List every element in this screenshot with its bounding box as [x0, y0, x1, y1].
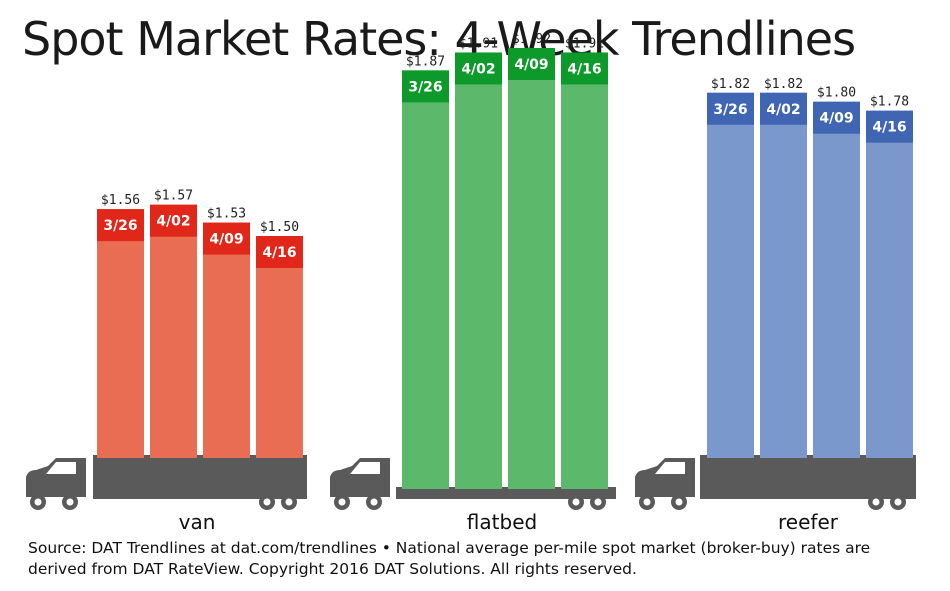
bar-van-0	[97, 209, 144, 458]
bar-reefer-3	[866, 110, 913, 459]
bar-cap-flatbed-1	[455, 52, 502, 85]
chart-title: Spot Market Rates: 4-Week Trendlines	[22, 12, 856, 66]
truck-hubcap-reefer-3	[894, 498, 902, 506]
trailer-body-reefer	[700, 455, 916, 497]
bar-van-1	[150, 204, 197, 458]
value-label-van-1: $1.57	[154, 189, 193, 204]
week-label-van-1: 4/02	[156, 214, 190, 230]
bar-cap-flatbed-2	[508, 48, 555, 80]
bar-flatbed-1	[455, 52, 502, 489]
trailer-rail-flatbed	[396, 494, 616, 499]
value-label-reefer-1: $1.82	[764, 77, 803, 92]
bar-cap-reefer-0	[707, 92, 754, 125]
truck-hubcap-flatbed-3	[594, 498, 602, 506]
trailer-rail-van	[93, 494, 307, 499]
truck-hubcap-van-1	[66, 498, 74, 506]
bar-reefer-1	[760, 92, 807, 458]
value-label-flatbed-2: $1.92	[512, 32, 551, 47]
bar-cap-flatbed-3	[561, 52, 608, 85]
week-label-flatbed-3: 4/16	[567, 61, 601, 77]
value-label-flatbed-0: $1.87	[406, 54, 445, 69]
category-label-flatbed: flatbed	[467, 510, 537, 534]
bar-cap-flatbed-0	[402, 70, 449, 103]
category-label-van: van	[179, 510, 216, 534]
week-label-reefer-1: 4/02	[766, 102, 800, 118]
truck-window-flatbed	[350, 462, 380, 474]
week-label-van-0: 3/26	[103, 218, 137, 234]
week-label-reefer-2: 4/09	[819, 111, 853, 127]
bar-van-2	[203, 222, 250, 458]
value-label-van-0: $1.56	[101, 193, 140, 208]
truck-hubcap-reefer-1	[675, 498, 683, 506]
bar-reefer-2	[813, 101, 860, 458]
week-label-flatbed-1: 4/02	[461, 61, 495, 77]
bar-flatbed-2	[508, 48, 555, 489]
value-label-flatbed-3: $1.91	[565, 36, 604, 51]
week-label-reefer-3: 4/16	[872, 120, 906, 136]
truck-hubcap-flatbed-0	[338, 498, 346, 506]
bar-cap-van-0	[97, 209, 144, 242]
trailer-rail-reefer	[700, 494, 916, 499]
value-label-reefer-2: $1.80	[817, 86, 856, 101]
value-label-van-2: $1.53	[207, 207, 246, 222]
value-label-van-3: $1.50	[260, 220, 299, 235]
truck-hubcap-reefer-2	[872, 498, 880, 506]
truck-window-van	[46, 462, 76, 474]
truck-hubcap-van-0	[34, 498, 42, 506]
truck-window-reefer	[655, 462, 685, 474]
bar-reefer-0	[707, 92, 754, 458]
bar-flatbed-3	[561, 52, 608, 489]
bar-cap-reefer-2	[813, 101, 860, 134]
bar-cap-reefer-1	[760, 92, 807, 125]
bar-cap-reefer-3	[866, 110, 913, 143]
truck-hubcap-flatbed-1	[370, 498, 378, 506]
bar-cap-van-2	[203, 222, 250, 255]
trailer-body-flatbed	[396, 487, 616, 497]
truck-hubcap-van-3	[285, 498, 293, 506]
category-label-reefer: reefer	[778, 510, 839, 534]
truck-hubcap-reefer-0	[643, 498, 651, 506]
bar-cap-van-1	[150, 204, 197, 237]
truck-hubcap-flatbed-2	[572, 498, 580, 506]
week-label-flatbed-0: 3/26	[408, 79, 442, 95]
week-label-van-2: 4/09	[209, 232, 243, 248]
week-label-reefer-0: 3/26	[713, 102, 747, 118]
week-label-van-3: 4/16	[262, 245, 296, 261]
trailer-body-van	[93, 455, 307, 497]
truck-hubcap-van-2	[263, 498, 271, 506]
week-label-flatbed-2: 4/09	[514, 57, 548, 73]
bar-cap-van-3	[256, 236, 303, 268]
value-label-reefer-0: $1.82	[711, 77, 750, 92]
value-label-flatbed-1: $1.91	[459, 36, 498, 51]
bar-flatbed-0	[402, 70, 449, 489]
source-footnote: Source: DAT Trendlines at dat.com/trendl…	[28, 539, 871, 578]
value-label-reefer-3: $1.78	[870, 95, 909, 110]
bar-van-3	[256, 236, 303, 458]
